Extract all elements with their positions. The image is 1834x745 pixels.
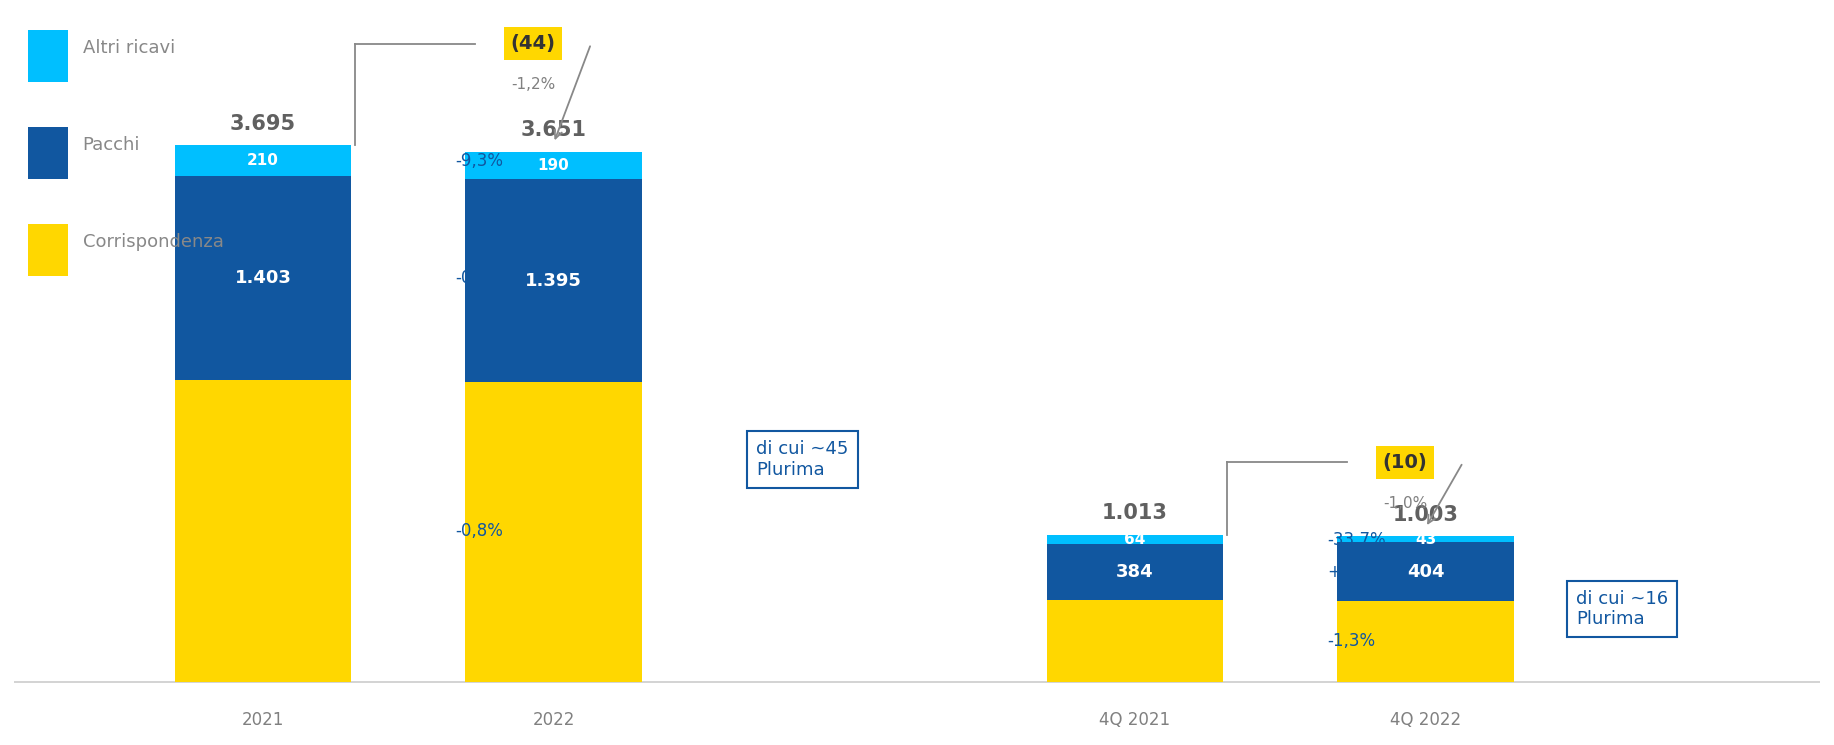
Text: 1.013: 1.013 [1102,504,1168,523]
Text: -1,3%: -1,3% [1328,632,1376,650]
Text: 210: 210 [248,153,279,168]
Text: -0,5%: -0,5% [455,269,503,287]
Bar [1337,601,1513,682]
Text: -1,0%: -1,0% [1383,495,1427,510]
Text: 384: 384 [1117,563,1154,581]
Bar [466,382,642,682]
Text: 1.003: 1.003 [1392,504,1458,524]
Text: 3.651: 3.651 [521,120,587,140]
Text: 2.082: 2.082 [235,522,292,539]
Text: 3.695: 3.695 [229,114,295,133]
Bar [466,152,642,180]
Bar [1337,542,1513,601]
Bar [174,379,352,682]
Text: (44): (44) [510,34,556,53]
Text: (10): (10) [1383,453,1427,472]
Text: 64: 64 [1124,532,1146,547]
Text: 2.066: 2.066 [525,523,581,541]
Text: Corrispondenza: Corrispondenza [83,233,224,251]
Bar [1337,536,1513,542]
Text: 2021: 2021 [242,711,284,729]
Bar [174,176,352,379]
Text: 190: 190 [537,158,570,173]
Bar [466,180,642,382]
Text: 556: 556 [1407,633,1445,650]
Text: 564: 564 [1117,632,1154,650]
Text: Altri ricavi: Altri ricavi [83,39,174,57]
Bar [1047,544,1223,600]
Text: 4Q 2022: 4Q 2022 [1390,711,1462,729]
Text: 404: 404 [1407,562,1445,581]
Text: 4Q 2021: 4Q 2021 [1099,711,1170,729]
Text: 2022: 2022 [532,711,574,729]
Bar [1047,535,1223,544]
Bar [174,145,352,176]
Text: 1.395: 1.395 [525,272,581,290]
Text: di cui ~16
Plurima: di cui ~16 Plurima [1575,589,1669,629]
Text: -9,3%: -9,3% [455,151,503,170]
Text: -0,8%: -0,8% [455,522,503,539]
Text: -33,7%: -33,7% [1328,530,1387,548]
Text: 43: 43 [1416,532,1436,547]
Text: 1.403: 1.403 [235,269,292,287]
Bar [1047,600,1223,682]
Text: Pacchi: Pacchi [83,136,139,154]
Text: di cui ~45
Plurima: di cui ~45 Plurima [756,440,849,478]
Text: -1,2%: -1,2% [512,77,556,92]
Text: +5,0%: +5,0% [1328,563,1383,581]
